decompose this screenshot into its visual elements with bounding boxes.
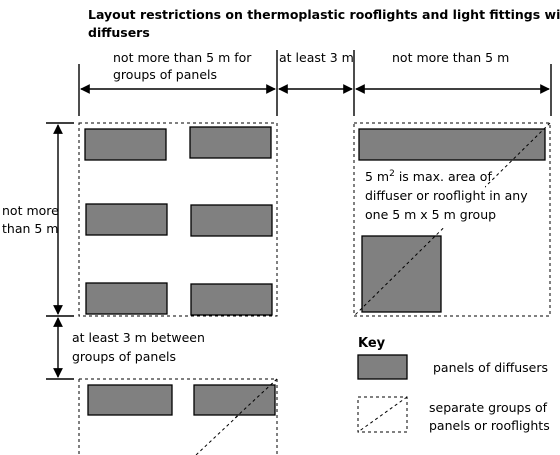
diffuser-panel <box>190 283 273 316</box>
dimension-label-gap-height-line-1: at least 3 m between <box>72 330 205 345</box>
area-note-line-1: 5 m2 is max. area of <box>365 169 492 184</box>
key-heading: Key <box>358 336 386 351</box>
diffuser-panel <box>190 204 273 237</box>
diffuser-panel <box>193 384 276 416</box>
diffuser-panel-long <box>358 128 546 161</box>
diffuser-panel <box>85 282 168 315</box>
dimension-label-group-width-line-1: not more than 5 m for <box>113 50 252 65</box>
diffuser-panel <box>84 128 167 161</box>
dimension-label-gap-width: at least 3 m <box>279 50 354 65</box>
dimension-label-gap-height-line-2: groups of panels <box>72 349 176 364</box>
dimension-label-group-width-line-2: groups of panels <box>113 67 217 82</box>
area-note-line-3: one 5 m x 5 m group <box>365 207 496 222</box>
diagram-title-line-1: Layout restrictions on thermoplastic roo… <box>88 7 560 22</box>
dimension-label-right-group-width: not more than 5 m <box>392 50 509 65</box>
area-note-backdrop <box>361 166 485 228</box>
key-swatch-group-diagonal <box>357 396 408 433</box>
area-note-line-1-rest: is max. area of <box>395 169 493 184</box>
key-label-groups-line-2: panels or rooflights <box>429 418 550 433</box>
area-note-superscript: 2 <box>389 169 395 179</box>
diffuser-panel <box>85 203 168 236</box>
area-note-line-2: diffuser or rooflight in any <box>365 188 528 203</box>
panel-group-right <box>353 122 551 317</box>
label-backdrop <box>0 203 48 239</box>
diffuser-panel <box>189 126 272 159</box>
key-label-panels: panels of diffusers <box>433 360 548 375</box>
dimension-label-group-height-line-2: than 5 m <box>2 221 58 236</box>
panel-group-right-diagonal <box>353 122 551 317</box>
diffuser-panel-square <box>361 235 442 313</box>
diagram-title-line-2: diffusers <box>88 25 150 40</box>
dimension-label-group-height-line-1: not more <box>2 203 59 218</box>
key-swatch-group <box>357 396 408 433</box>
key-label-groups-line-1: separate groups of <box>429 400 548 415</box>
diffuser-panel <box>87 384 173 416</box>
key-swatch-panel <box>357 354 408 380</box>
area-note-prefix: 5 m <box>365 169 389 184</box>
panel-group-upper-left <box>78 122 278 317</box>
